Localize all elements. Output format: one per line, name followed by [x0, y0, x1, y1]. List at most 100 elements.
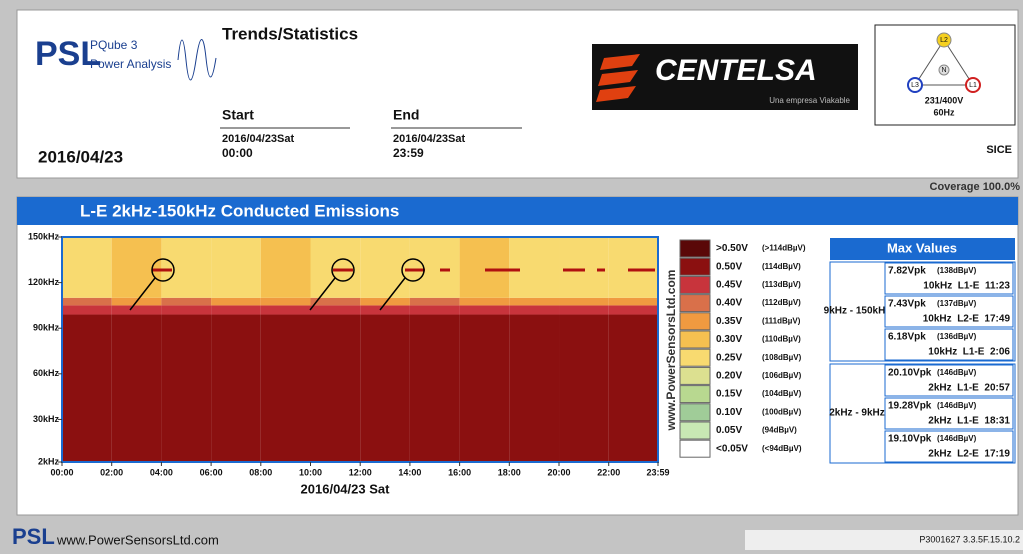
legend-label: 0.40V [716, 298, 742, 309]
max-db: (146dBµV) [937, 368, 977, 377]
y-tick-label: 90kHz [33, 323, 60, 333]
legend-label: 0.10V [716, 407, 742, 418]
heat-cell [559, 298, 609, 306]
footer-brand: PSL [12, 524, 55, 549]
max-detail: 2kHz L2-E 17:19 [928, 449, 1010, 460]
legend-label: >0.50V [716, 243, 748, 254]
chart-title: L-E 2kHz-150kHz Conducted Emissions [80, 201, 399, 220]
x-tick-label: 20:00 [547, 467, 570, 477]
legend-swatch [680, 440, 710, 457]
max-detail: 2kHz L1-E 20:57 [928, 383, 1010, 394]
max-value: 6.18Vpk [888, 332, 926, 343]
max-db: (146dBµV) [937, 401, 977, 410]
max-db: (146dBµV) [937, 434, 977, 443]
legend-note: (110dBµV) [762, 335, 801, 344]
phase-label: L3 [911, 82, 919, 89]
heat-cell [311, 305, 361, 314]
heat-cell [509, 315, 559, 462]
watermark: www.PowerSensorsLtd.com [664, 270, 678, 432]
heat-cell [211, 298, 261, 306]
heat-cell [410, 305, 460, 314]
legend-label: <0.05V [716, 443, 748, 454]
start-label: Start [222, 107, 254, 123]
client-tagline: Una empresa Viakable [769, 96, 850, 105]
heat-cell [211, 315, 261, 462]
header-panel [17, 10, 1018, 178]
heat-cell [460, 315, 510, 462]
max-detail: 10kHz L2-E 17:49 [923, 314, 1011, 325]
x-tick-label: 04:00 [150, 467, 173, 477]
legend-label: 0.05V [716, 425, 742, 436]
max-db: (136dBµV) [937, 332, 977, 341]
legend-swatch [680, 367, 710, 384]
max-detail: 2kHz L1-E 18:31 [928, 416, 1010, 427]
footer-id: P3001627 3.3.5F.15.10.2 [919, 534, 1020, 544]
max-value: 20.10Vpk [888, 368, 932, 379]
voltage: 231/400V [925, 95, 964, 105]
legend-note: (112dBµV) [762, 298, 801, 307]
heat-cell [410, 315, 460, 462]
x-tick-label: 12:00 [349, 467, 372, 477]
coverage: Coverage 100.0% [930, 181, 1021, 193]
legend-note: (111dBµV) [762, 316, 801, 325]
max-value: 19.28Vpk [888, 401, 932, 412]
phase-label: N [941, 67, 946, 74]
y-tick-label: 150kHz [28, 231, 60, 241]
legend-swatch [680, 313, 710, 330]
legend-swatch [680, 404, 710, 421]
client-name: CENTELSA [655, 54, 817, 87]
x-tick-label: 22:00 [597, 467, 620, 477]
heat-cell [509, 305, 559, 314]
heat-cell [609, 305, 658, 314]
heat-cell [410, 298, 460, 306]
legend-swatch [680, 386, 710, 403]
site: SICE [986, 144, 1012, 156]
max-db: (137dBµV) [937, 299, 977, 308]
heat-cell [261, 315, 311, 462]
heat-cell [261, 237, 311, 298]
heat-cell [62, 305, 112, 314]
heat-cell [360, 305, 410, 314]
heat-cell [559, 237, 609, 298]
legend-note: (>114dBµV) [762, 244, 806, 253]
heat-cell [161, 305, 211, 314]
heat-cell [311, 237, 361, 298]
heat-cell [112, 305, 162, 314]
start-time: 00:00 [222, 146, 253, 160]
heat-cell [410, 237, 460, 298]
table-title: Max Values [887, 240, 957, 255]
x-tick-label: 10:00 [299, 467, 322, 477]
heat-cell [460, 305, 510, 314]
heat-cell [62, 237, 112, 298]
heat-cell [211, 237, 261, 298]
report: PSL PQube 3 Power Analysis Trends/Statis… [0, 0, 1023, 554]
heat-cell [261, 298, 311, 306]
heat-cell [609, 298, 658, 306]
max-detail: 10kHz L1-E 11:23 [923, 281, 1010, 292]
x-tick-label: 08:00 [249, 467, 272, 477]
legend-note: (114dBµV) [762, 262, 801, 271]
end-date: 2016/04/23Sat [393, 133, 466, 145]
x-tick-label: 02:00 [100, 467, 123, 477]
legend-swatch [680, 331, 710, 348]
y-tick-label: 60kHz [33, 368, 60, 378]
legend-note: (<94dBµV) [762, 444, 802, 453]
legend-note: (100dBµV) [762, 407, 802, 416]
legend-swatch [680, 295, 710, 312]
legend-swatch [680, 422, 710, 439]
legend-label: 0.30V [716, 334, 742, 345]
group-range: 2kHz - 9kHz [829, 408, 885, 419]
heat-cell [112, 237, 162, 298]
y-tick-label: 2kHz [38, 456, 60, 466]
x-tick-label: 14:00 [398, 467, 421, 477]
heat-cell [509, 298, 559, 306]
group-range: 9kHz - 150kHz [824, 306, 891, 317]
x-tick-label: 18:00 [498, 467, 521, 477]
legend-note: (104dBµV) [762, 389, 802, 398]
frequency: 60Hz [933, 107, 955, 117]
report-date: 2016/04/23 [38, 147, 123, 166]
x-tick-label: 00:00 [50, 467, 73, 477]
title: Trends/Statistics [222, 24, 358, 43]
heat-cell [211, 305, 261, 314]
